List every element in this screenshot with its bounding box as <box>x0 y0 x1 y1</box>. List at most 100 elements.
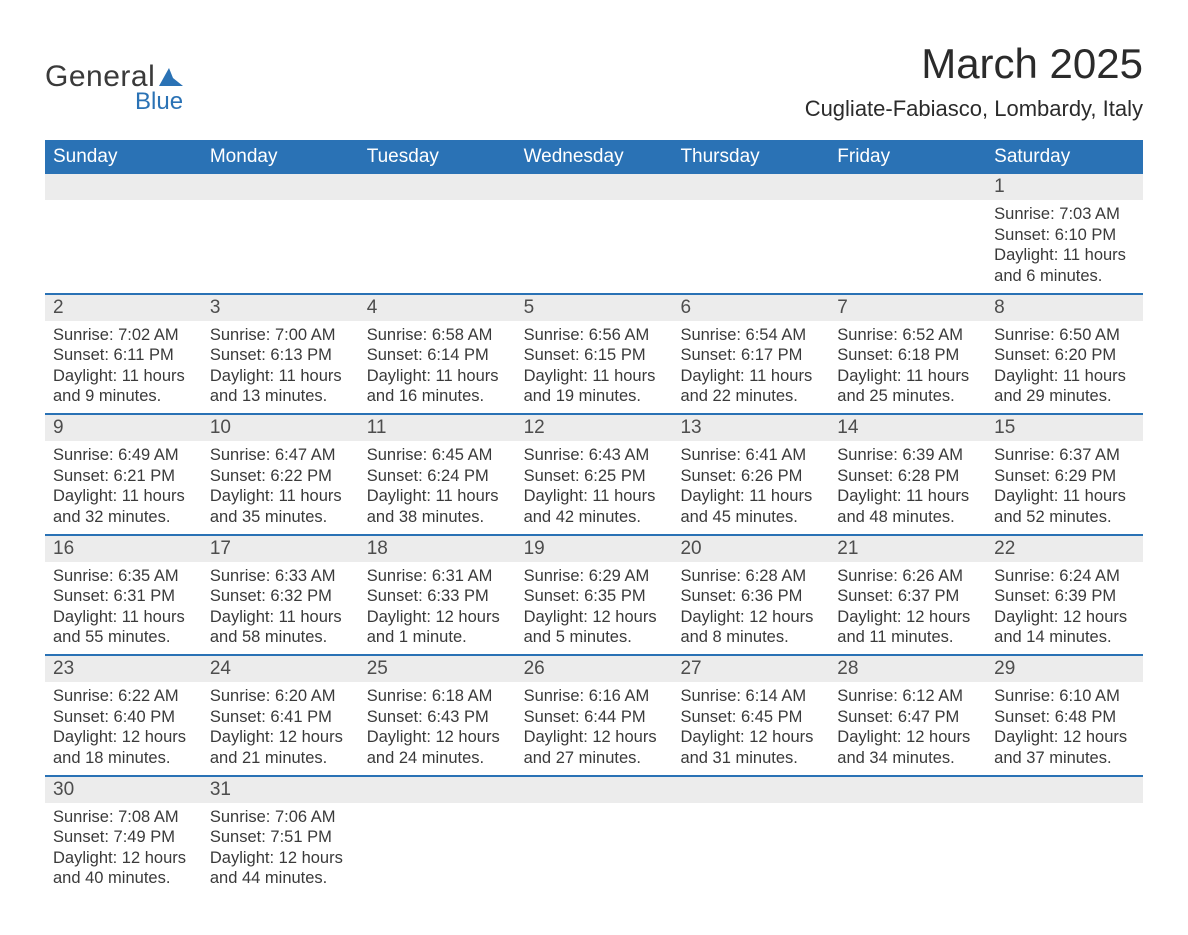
day-sunrise: Sunrise: 6:26 AM <box>837 566 978 587</box>
day-data-cell: Sunrise: 6:50 AMSunset: 6:20 PMDaylight:… <box>986 321 1143 414</box>
day-number-cell: 13 <box>672 415 829 441</box>
day-sunrise: Sunrise: 6:58 AM <box>367 325 508 346</box>
day-sunset: Sunset: 6:26 PM <box>680 466 821 487</box>
day-dl1: Daylight: 12 hours <box>53 727 194 748</box>
day-number-cell: 9 <box>45 415 202 441</box>
day-number-cell: 5 <box>516 295 673 321</box>
day-number-row: 9101112131415 <box>45 413 1143 441</box>
day-sunset: Sunset: 6:44 PM <box>524 707 665 728</box>
day-dl2: and 24 minutes. <box>367 748 508 769</box>
day-sunset: Sunset: 6:48 PM <box>994 707 1135 728</box>
day-dl2: and 1 minute. <box>367 627 508 648</box>
day-sunrise: Sunrise: 6:47 AM <box>210 445 351 466</box>
day-sunset: Sunset: 6:40 PM <box>53 707 194 728</box>
day-dl2: and 44 minutes. <box>210 868 351 889</box>
day-sunset: Sunset: 6:24 PM <box>367 466 508 487</box>
day-data-cell: Sunrise: 6:37 AMSunset: 6:29 PMDaylight:… <box>986 441 1143 534</box>
day-sunrise: Sunrise: 7:00 AM <box>210 325 351 346</box>
day-dl1: Daylight: 11 hours <box>994 486 1135 507</box>
day-dl1: Daylight: 12 hours <box>53 848 194 869</box>
day-data-cell: Sunrise: 6:35 AMSunset: 6:31 PMDaylight:… <box>45 562 202 655</box>
day-data-cell: Sunrise: 6:22 AMSunset: 6:40 PMDaylight:… <box>45 682 202 775</box>
day-sunset: Sunset: 6:32 PM <box>210 586 351 607</box>
day-number-cell: 21 <box>829 536 986 562</box>
day-dl1: Daylight: 11 hours <box>210 607 351 628</box>
day-number-cell <box>359 174 516 200</box>
day-data-cell <box>45 200 202 293</box>
day-data-cell: Sunrise: 6:24 AMSunset: 6:39 PMDaylight:… <box>986 562 1143 655</box>
day-data-cell <box>516 200 673 293</box>
day-header-monday: Monday <box>202 140 359 174</box>
day-data-cell <box>829 803 986 896</box>
day-number-cell: 15 <box>986 415 1143 441</box>
day-data-cell: Sunrise: 6:20 AMSunset: 6:41 PMDaylight:… <box>202 682 359 775</box>
day-dl1: Daylight: 12 hours <box>837 607 978 628</box>
day-dl2: and 32 minutes. <box>53 507 194 528</box>
day-data-row: Sunrise: 7:03 AMSunset: 6:10 PMDaylight:… <box>45 200 1143 293</box>
logo-icon <box>159 66 183 86</box>
day-dl2: and 14 minutes. <box>994 627 1135 648</box>
day-header-thursday: Thursday <box>672 140 829 174</box>
day-dl1: Daylight: 12 hours <box>680 727 821 748</box>
day-dl1: Daylight: 12 hours <box>524 727 665 748</box>
day-sunrise: Sunrise: 6:54 AM <box>680 325 821 346</box>
day-dl2: and 5 minutes. <box>524 627 665 648</box>
day-sunset: Sunset: 6:45 PM <box>680 707 821 728</box>
day-dl2: and 25 minutes. <box>837 386 978 407</box>
day-number-cell <box>359 777 516 803</box>
day-data-cell: Sunrise: 6:56 AMSunset: 6:15 PMDaylight:… <box>516 321 673 414</box>
day-number-cell: 1 <box>986 174 1143 200</box>
day-data-cell: Sunrise: 6:47 AMSunset: 6:22 PMDaylight:… <box>202 441 359 534</box>
day-dl1: Daylight: 12 hours <box>367 607 508 628</box>
day-number-cell: 25 <box>359 656 516 682</box>
day-dl2: and 35 minutes. <box>210 507 351 528</box>
day-sunrise: Sunrise: 6:37 AM <box>994 445 1135 466</box>
day-sunset: Sunset: 6:41 PM <box>210 707 351 728</box>
day-number-cell: 16 <box>45 536 202 562</box>
day-sunrise: Sunrise: 7:02 AM <box>53 325 194 346</box>
day-sunset: Sunset: 6:37 PM <box>837 586 978 607</box>
day-data-cell: Sunrise: 6:54 AMSunset: 6:17 PMDaylight:… <box>672 321 829 414</box>
day-sunrise: Sunrise: 7:06 AM <box>210 807 351 828</box>
day-sunrise: Sunrise: 6:41 AM <box>680 445 821 466</box>
day-dl1: Daylight: 11 hours <box>524 486 665 507</box>
day-dl1: Daylight: 11 hours <box>524 366 665 387</box>
calendar: Sunday Monday Tuesday Wednesday Thursday… <box>45 140 1143 895</box>
day-number-cell: 7 <box>829 295 986 321</box>
day-dl1: Daylight: 12 hours <box>680 607 821 628</box>
day-number-cell: 29 <box>986 656 1143 682</box>
calendar-header-row: Sunday Monday Tuesday Wednesday Thursday… <box>45 140 1143 174</box>
day-number-cell <box>202 174 359 200</box>
day-number-row: 1 <box>45 174 1143 200</box>
day-sunset: Sunset: 6:43 PM <box>367 707 508 728</box>
day-number-cell: 6 <box>672 295 829 321</box>
day-dl1: Daylight: 12 hours <box>210 727 351 748</box>
day-dl1: Daylight: 11 hours <box>837 486 978 507</box>
day-sunset: Sunset: 6:28 PM <box>837 466 978 487</box>
day-sunrise: Sunrise: 6:20 AM <box>210 686 351 707</box>
day-data-cell: Sunrise: 6:28 AMSunset: 6:36 PMDaylight:… <box>672 562 829 655</box>
day-number-cell <box>516 777 673 803</box>
day-data-row: Sunrise: 6:49 AMSunset: 6:21 PMDaylight:… <box>45 441 1143 534</box>
day-sunset: Sunset: 7:49 PM <box>53 827 194 848</box>
day-number-cell: 2 <box>45 295 202 321</box>
day-header-wednesday: Wednesday <box>516 140 673 174</box>
day-dl2: and 34 minutes. <box>837 748 978 769</box>
day-sunset: Sunset: 6:22 PM <box>210 466 351 487</box>
day-dl1: Daylight: 11 hours <box>53 486 194 507</box>
day-data-cell <box>672 803 829 896</box>
day-sunset: Sunset: 6:25 PM <box>524 466 665 487</box>
day-sunrise: Sunrise: 6:43 AM <box>524 445 665 466</box>
day-sunrise: Sunrise: 6:28 AM <box>680 566 821 587</box>
day-data-cell <box>516 803 673 896</box>
day-number-cell: 10 <box>202 415 359 441</box>
day-header-sunday: Sunday <box>45 140 202 174</box>
day-dl2: and 40 minutes. <box>53 868 194 889</box>
day-data-cell <box>359 200 516 293</box>
day-number-row: 3031 <box>45 775 1143 803</box>
day-sunrise: Sunrise: 6:35 AM <box>53 566 194 587</box>
day-dl2: and 58 minutes. <box>210 627 351 648</box>
day-number-cell <box>516 174 673 200</box>
day-header-saturday: Saturday <box>986 140 1143 174</box>
day-data-cell: Sunrise: 6:41 AMSunset: 6:26 PMDaylight:… <box>672 441 829 534</box>
